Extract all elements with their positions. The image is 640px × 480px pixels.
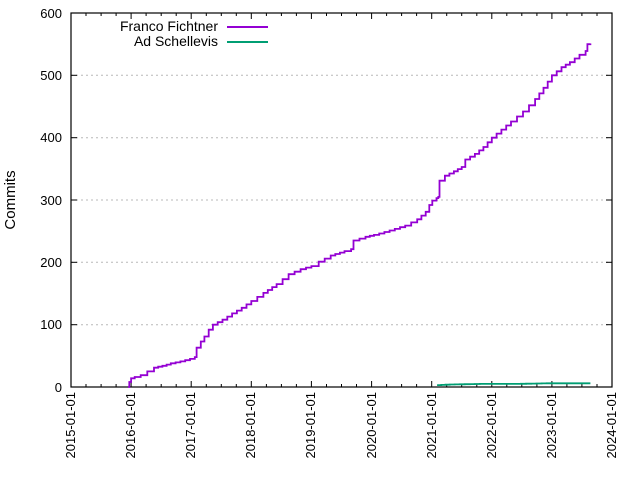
y-tick-label: 200 [40,254,62,270]
x-tick-label: 2022-01-01 [483,392,499,459]
legend-line-sample-ad-schellevis [227,41,268,43]
legend-label-ad-schellevis: Ad Schellevis [133,33,218,49]
x-tick-label: 2017-01-01 [183,392,199,459]
x-tick-label: 2020-01-01 [363,392,379,459]
y-tick-label: 0 [54,379,62,395]
y-tick-label: 100 [40,317,62,333]
x-tick-label: 2016-01-01 [123,392,139,459]
x-tick-label: 2021-01-01 [423,392,439,459]
y-tick-label: 300 [40,192,62,208]
y-tick-label: 400 [40,130,62,146]
x-tick-label: 2018-01-01 [243,392,259,459]
legend-line-sample-franco-fichtner [227,26,268,28]
x-tick-label: 2024-01-01 [604,392,619,459]
series-line-0 [128,43,592,388]
x-tick-label: 2023-01-01 [543,392,559,459]
legend-label-franco-fichtner: Franco Fichtner [119,18,218,34]
series-line-1 [437,382,591,386]
y-tick-label: 600 [40,5,62,21]
x-tick-label: 2015-01-01 [63,392,78,459]
x-tick-label: 2019-01-01 [303,392,319,459]
plot-border [70,12,613,388]
y-tick-label: 500 [40,67,62,83]
